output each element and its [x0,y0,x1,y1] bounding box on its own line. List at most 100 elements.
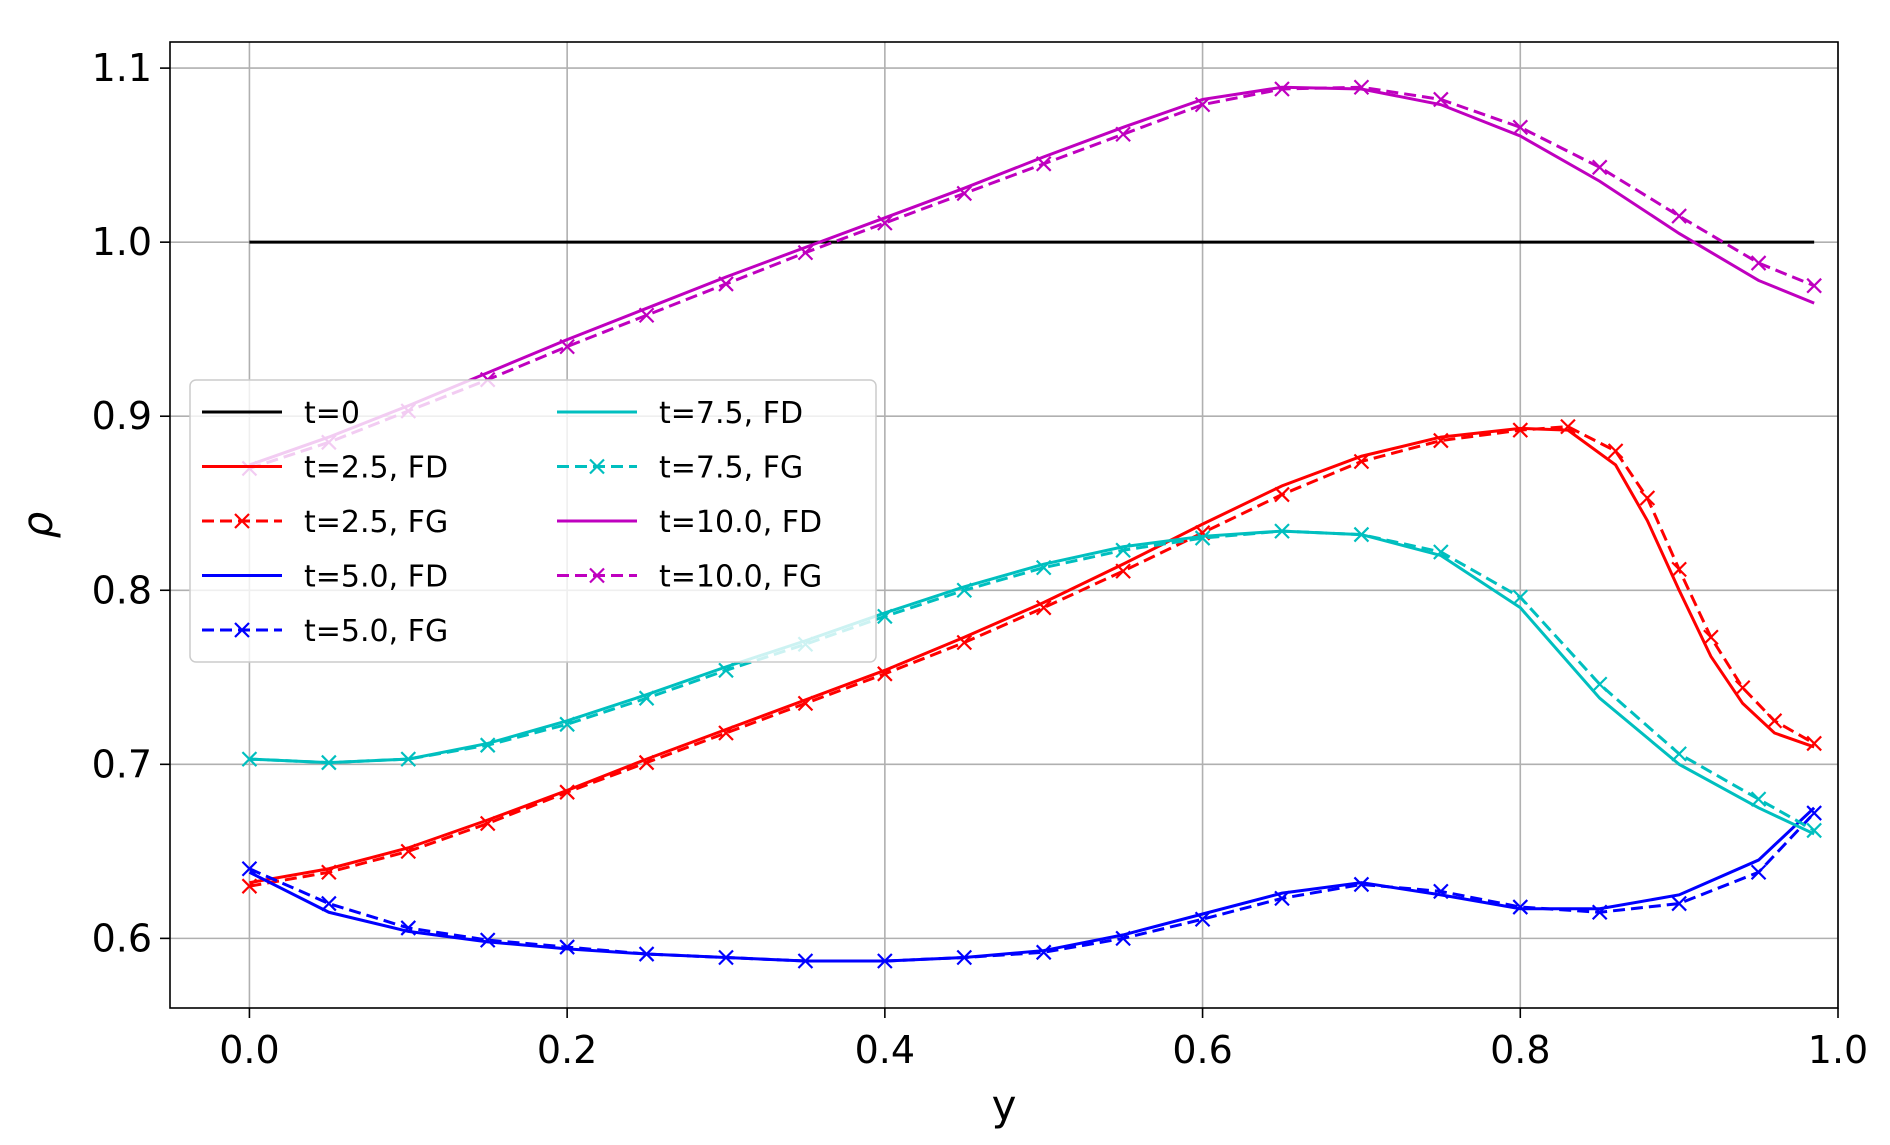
x-axis-label: y [992,1081,1017,1130]
data-point-marker [321,754,337,771]
legend-label: t=7.5, FD [659,396,803,431]
data-point-marker [1433,432,1449,449]
data-point-marker [1671,561,1687,578]
legend-entry: t=5.0, FD [202,560,448,595]
legend-entry: t=2.5, FD [202,451,448,486]
data-point-marker [1750,791,1767,807]
legend-marker [234,622,250,638]
series-t-7-5-fg [241,523,1822,839]
y-tick-label: 1.0 [92,220,152,264]
data-point-marker [1035,944,1052,961]
data-point-marker [241,860,258,877]
legend-marker [589,567,605,584]
data-point-marker [1591,904,1608,921]
data-point-marker [1607,443,1624,459]
data-point-marker [559,716,575,733]
legend-entry: t=10.0, FD [557,505,822,540]
data-point-marker [1806,735,1822,752]
data-point-marker [1035,156,1052,172]
x-tick-label: 0.6 [1172,1028,1232,1072]
legend: t=0 t=2.5, FD t=2.5, FG t=5.0, FD t=5.0, FG t… [189,379,877,663]
data-point-marker [718,662,734,679]
legend-label: t=7.5, FG [659,451,803,486]
data-point-marker [1353,526,1370,543]
series-t-5-0-fg [241,805,1822,969]
data-point-marker [1591,159,1608,176]
data-point-marker [1274,890,1290,907]
data-point-marker [1194,530,1211,546]
legend-label: t=5.0, FD [304,560,448,595]
data-point-marker [1703,629,1719,646]
data-point-marker [1194,96,1211,113]
data-point-marker [797,953,814,969]
data-point-marker [400,920,417,936]
data-point-marker [1115,126,1131,143]
data-point-marker [1035,599,1052,616]
data-point-marker [1353,79,1370,96]
data-point-marker [1194,911,1211,928]
legend-entry: t=7.5, FG [557,451,803,486]
legend-label: t=10.0, FD [659,505,822,540]
legend-label: t=2.5, FG [304,505,448,540]
x-axis-ticks: 0.0 0.2 0.4 0.6 0.8 1.0 [219,1008,1868,1072]
data-point-marker [1512,119,1529,136]
y-tick-label: 1.1 [92,46,152,90]
data-point-marker [1591,676,1608,693]
data-point-marker [1115,930,1131,947]
data-point-marker [1750,255,1767,271]
series-t-7-5-fd [249,529,1815,836]
legend-entry: t=5.0, FG [202,614,448,649]
series-t-10-0-fd [248,85,1815,467]
legend-label: t=10.0, FG [659,560,822,595]
data-point-marker [638,754,655,771]
series-t-5-0-fd [248,806,1816,963]
data-point-marker [559,939,575,955]
data-point-marker [877,608,893,625]
y-tick-label: 0.7 [92,742,152,786]
data-point-marker [1274,523,1290,539]
data-point-marker [1671,746,1687,762]
data-point-marker [638,946,655,962]
data-point-marker [321,864,337,881]
data-point-marker [1671,895,1687,912]
plot-frame [169,41,1839,1009]
data-point-marker [797,244,814,261]
y-tick-label: 0.9 [92,394,152,438]
series-line [248,85,1815,467]
x-tick-label: 0.2 [537,1028,597,1072]
data-point-marker [321,895,337,912]
data-point-marker [956,185,973,202]
data-point-marker [1806,805,1822,821]
data-point-marker [877,666,893,682]
data-point-marker [877,215,893,231]
data-point-marker [479,737,496,753]
data-point-marker [1671,208,1687,224]
data-point-marker [1766,713,1783,729]
data-point-marker [1115,563,1131,579]
legend-entry: t=0 [202,396,360,431]
series-line [249,529,1815,836]
data-point-marker [1750,864,1767,881]
series-line [249,426,1815,885]
series-line [248,812,1816,963]
data-point-marker [1512,589,1529,606]
data-point-marker [1512,422,1529,438]
series-group [241,79,1822,969]
data-point-marker [877,953,893,969]
legend-label: t=2.5, FD [304,451,448,486]
data-point-marker [718,949,734,966]
series-t-2-5-fg [241,418,1822,894]
data-point-marker [718,725,734,741]
data-point-marker [1274,81,1290,97]
legend-marker [589,458,605,475]
data-point-marker [479,815,496,832]
series-t-2-5-fd [249,426,1815,885]
data-point-marker [1353,876,1370,893]
y-axis-ticks: 0.6 0.7 0.8 0.9 1.0 1.1 [92,46,170,960]
data-point-marker [1734,679,1751,696]
data-point-marker [1639,490,1656,506]
legend-entry: t=2.5, FG [202,505,448,540]
data-point-marker [1512,899,1529,915]
data-point-marker [1035,559,1052,576]
